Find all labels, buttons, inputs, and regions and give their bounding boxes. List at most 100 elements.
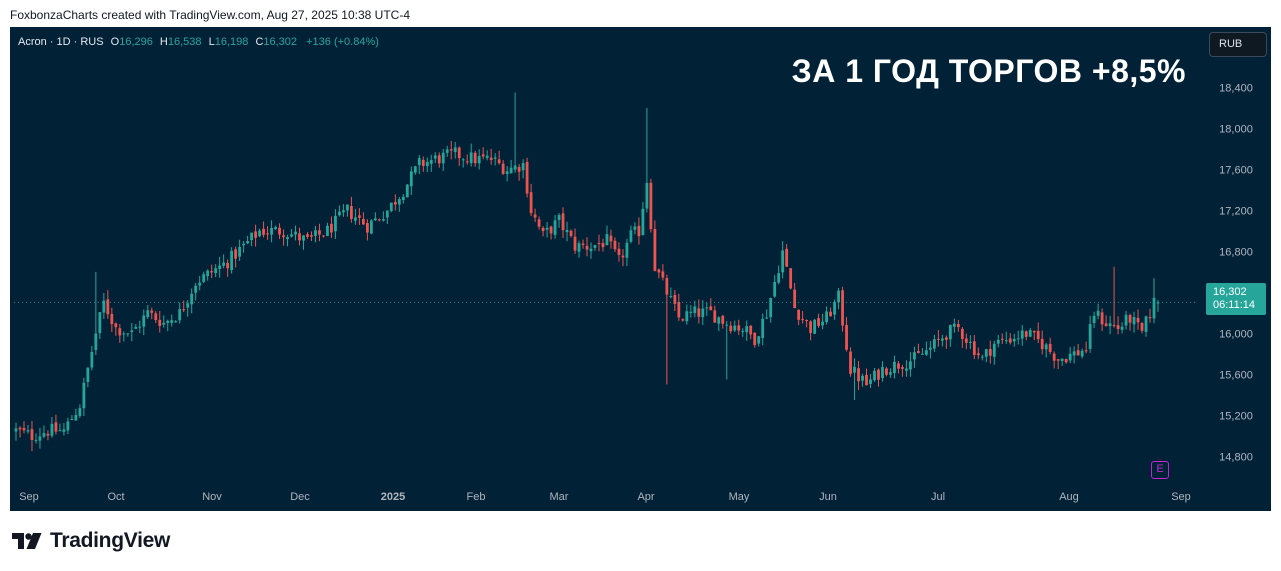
candle-body [889, 372, 892, 375]
candle-body [1036, 330, 1040, 340]
candle-body [130, 330, 134, 333]
x-tick-label: Sep [1171, 491, 1191, 503]
candle-body [1044, 344, 1048, 350]
candle-body [70, 419, 74, 421]
candle-body [26, 430, 30, 432]
candle-body [913, 352, 916, 360]
candle-body [290, 234, 293, 237]
y-tick-label: 18,000 [1219, 123, 1253, 135]
candle-body [1004, 340, 1008, 342]
candle-body [102, 300, 106, 313]
candle-body [330, 223, 333, 233]
candle-body [74, 415, 78, 421]
candle-body [817, 318, 820, 327]
candle-body [294, 231, 297, 235]
candle-body [825, 311, 828, 323]
candle-body [393, 201, 397, 205]
tradingview-logo-icon [12, 533, 42, 549]
candle-body [182, 309, 186, 311]
candle-body [449, 149, 453, 151]
candle-body [909, 361, 912, 370]
candle-body [841, 290, 844, 326]
price-chart[interactable]: 14,80015,20015,60016,00016,40016,80017,2… [10, 27, 1271, 511]
candle-body [114, 323, 118, 328]
candle-body [948, 325, 952, 340]
symbol-label[interactable]: Acron · 1D · RUS [18, 36, 104, 48]
candle-body [214, 268, 218, 274]
candle-body [218, 265, 222, 269]
candle-body [805, 319, 809, 321]
x-tick-label: Jun [819, 491, 837, 503]
candle-body [138, 326, 142, 328]
candle-body [94, 333, 98, 351]
candle-body [334, 215, 337, 232]
candle-body [493, 157, 497, 159]
candle-body [936, 338, 940, 340]
candle-body [1104, 323, 1108, 327]
candle-body [1032, 330, 1036, 333]
candle-body [960, 328, 964, 339]
candle-body [202, 274, 206, 282]
candle-body [809, 321, 813, 333]
candle-body [901, 367, 904, 369]
change-value: +136 (+0.84%) [306, 36, 379, 48]
candle-body [813, 319, 817, 334]
candle-body [665, 278, 669, 295]
high-value: 16,538 [167, 36, 202, 48]
x-tick-label: Nov [202, 491, 222, 503]
candle-body [649, 182, 653, 230]
candle-body [932, 339, 936, 349]
earnings-icon[interactable]: E [1151, 461, 1169, 479]
candle-body [833, 301, 836, 315]
candle-body [853, 366, 856, 373]
candle-body [681, 319, 685, 321]
currency-button[interactable]: RUB [1209, 32, 1267, 57]
candle-body [929, 347, 932, 350]
candle-body [1052, 353, 1056, 361]
candle-body [517, 166, 521, 172]
chart-panel[interactable]: 14,80015,20015,60016,00016,40016,80017,2… [10, 27, 1271, 511]
candle-body [441, 152, 445, 164]
candle-body [274, 227, 277, 230]
candle-body [501, 163, 505, 174]
candle-body [210, 271, 214, 273]
candle-body [697, 308, 701, 317]
candle-body [641, 208, 645, 235]
candle-body [302, 235, 305, 241]
candle-body [737, 325, 741, 331]
candle-body [701, 308, 705, 318]
candle-body [178, 308, 182, 321]
last-price-tag: 16,302 06:11:14 [1206, 283, 1266, 315]
candle-body [545, 227, 549, 230]
candle-body [150, 310, 154, 313]
candle-body [437, 155, 441, 164]
candle-body [797, 309, 801, 320]
candle-body [629, 230, 633, 242]
candle-body [1068, 353, 1072, 361]
candle-body [42, 433, 46, 437]
candle-body [1080, 350, 1084, 357]
candle-body [322, 235, 325, 237]
candle-body [525, 161, 529, 194]
candle-body [14, 428, 18, 432]
candle-body [445, 149, 449, 153]
candle-body [1028, 330, 1032, 337]
bar-countdown: 06:11:14 [1213, 299, 1256, 311]
x-tick-label: Sep [19, 491, 39, 503]
candle-body [350, 206, 353, 219]
x-tick-label: Aug [1059, 491, 1079, 503]
candle-body [717, 317, 721, 324]
tradingview-brand[interactable]: TradingView [12, 529, 170, 553]
candle-body [397, 199, 401, 205]
y-tick-label: 17,200 [1219, 205, 1253, 217]
candle-body [897, 363, 900, 369]
candle-body [282, 235, 285, 238]
close-label: C [255, 36, 264, 48]
candle-body [777, 273, 781, 283]
y-tick-label: 16,800 [1219, 246, 1253, 258]
candle-body [1060, 358, 1064, 362]
candle-body [713, 310, 717, 323]
candle-body [617, 248, 621, 255]
candle-body [170, 320, 174, 323]
candle-body [685, 311, 689, 322]
